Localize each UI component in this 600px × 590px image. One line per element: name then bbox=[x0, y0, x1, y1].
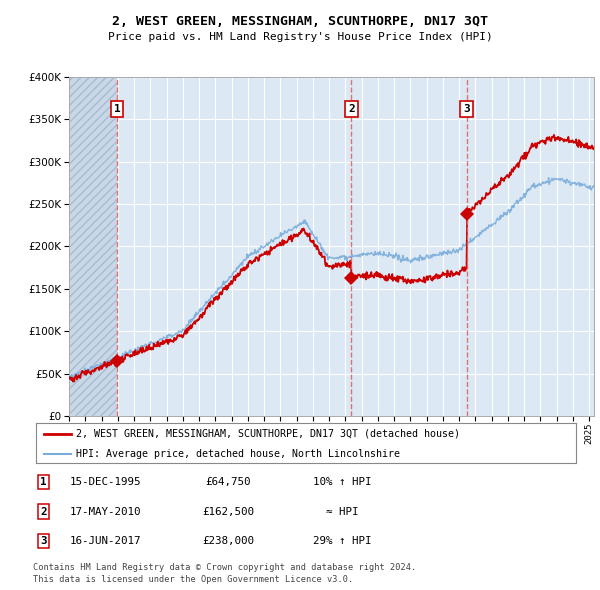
Text: HPI: Average price, detached house, North Lincolnshire: HPI: Average price, detached house, Nort… bbox=[77, 450, 401, 460]
Text: 29% ↑ HPI: 29% ↑ HPI bbox=[313, 536, 371, 546]
Text: 2: 2 bbox=[40, 507, 46, 516]
Bar bbox=[69, 77, 117, 416]
Text: £238,000: £238,000 bbox=[202, 536, 254, 546]
Text: 2, WEST GREEN, MESSINGHAM, SCUNTHORPE, DN17 3QT: 2, WEST GREEN, MESSINGHAM, SCUNTHORPE, D… bbox=[112, 15, 488, 28]
Text: £64,750: £64,750 bbox=[205, 477, 251, 487]
Text: 1: 1 bbox=[114, 104, 121, 114]
Text: 3: 3 bbox=[463, 104, 470, 114]
Text: 17-MAY-2010: 17-MAY-2010 bbox=[69, 507, 141, 516]
Text: £162,500: £162,500 bbox=[202, 507, 254, 516]
Text: 10% ↑ HPI: 10% ↑ HPI bbox=[313, 477, 371, 487]
Text: 15-DEC-1995: 15-DEC-1995 bbox=[69, 477, 141, 487]
Text: Price paid vs. HM Land Registry's House Price Index (HPI): Price paid vs. HM Land Registry's House … bbox=[107, 32, 493, 41]
Text: 16-JUN-2017: 16-JUN-2017 bbox=[69, 536, 141, 546]
Text: 2: 2 bbox=[348, 104, 355, 114]
Text: Contains HM Land Registry data © Crown copyright and database right 2024.: Contains HM Land Registry data © Crown c… bbox=[33, 563, 416, 572]
Text: 1: 1 bbox=[40, 477, 46, 487]
Text: ≈ HPI: ≈ HPI bbox=[326, 507, 358, 516]
Text: 3: 3 bbox=[40, 536, 46, 546]
Text: This data is licensed under the Open Government Licence v3.0.: This data is licensed under the Open Gov… bbox=[33, 575, 353, 584]
Text: 2, WEST GREEN, MESSINGHAM, SCUNTHORPE, DN17 3QT (detached house): 2, WEST GREEN, MESSINGHAM, SCUNTHORPE, D… bbox=[77, 429, 461, 439]
